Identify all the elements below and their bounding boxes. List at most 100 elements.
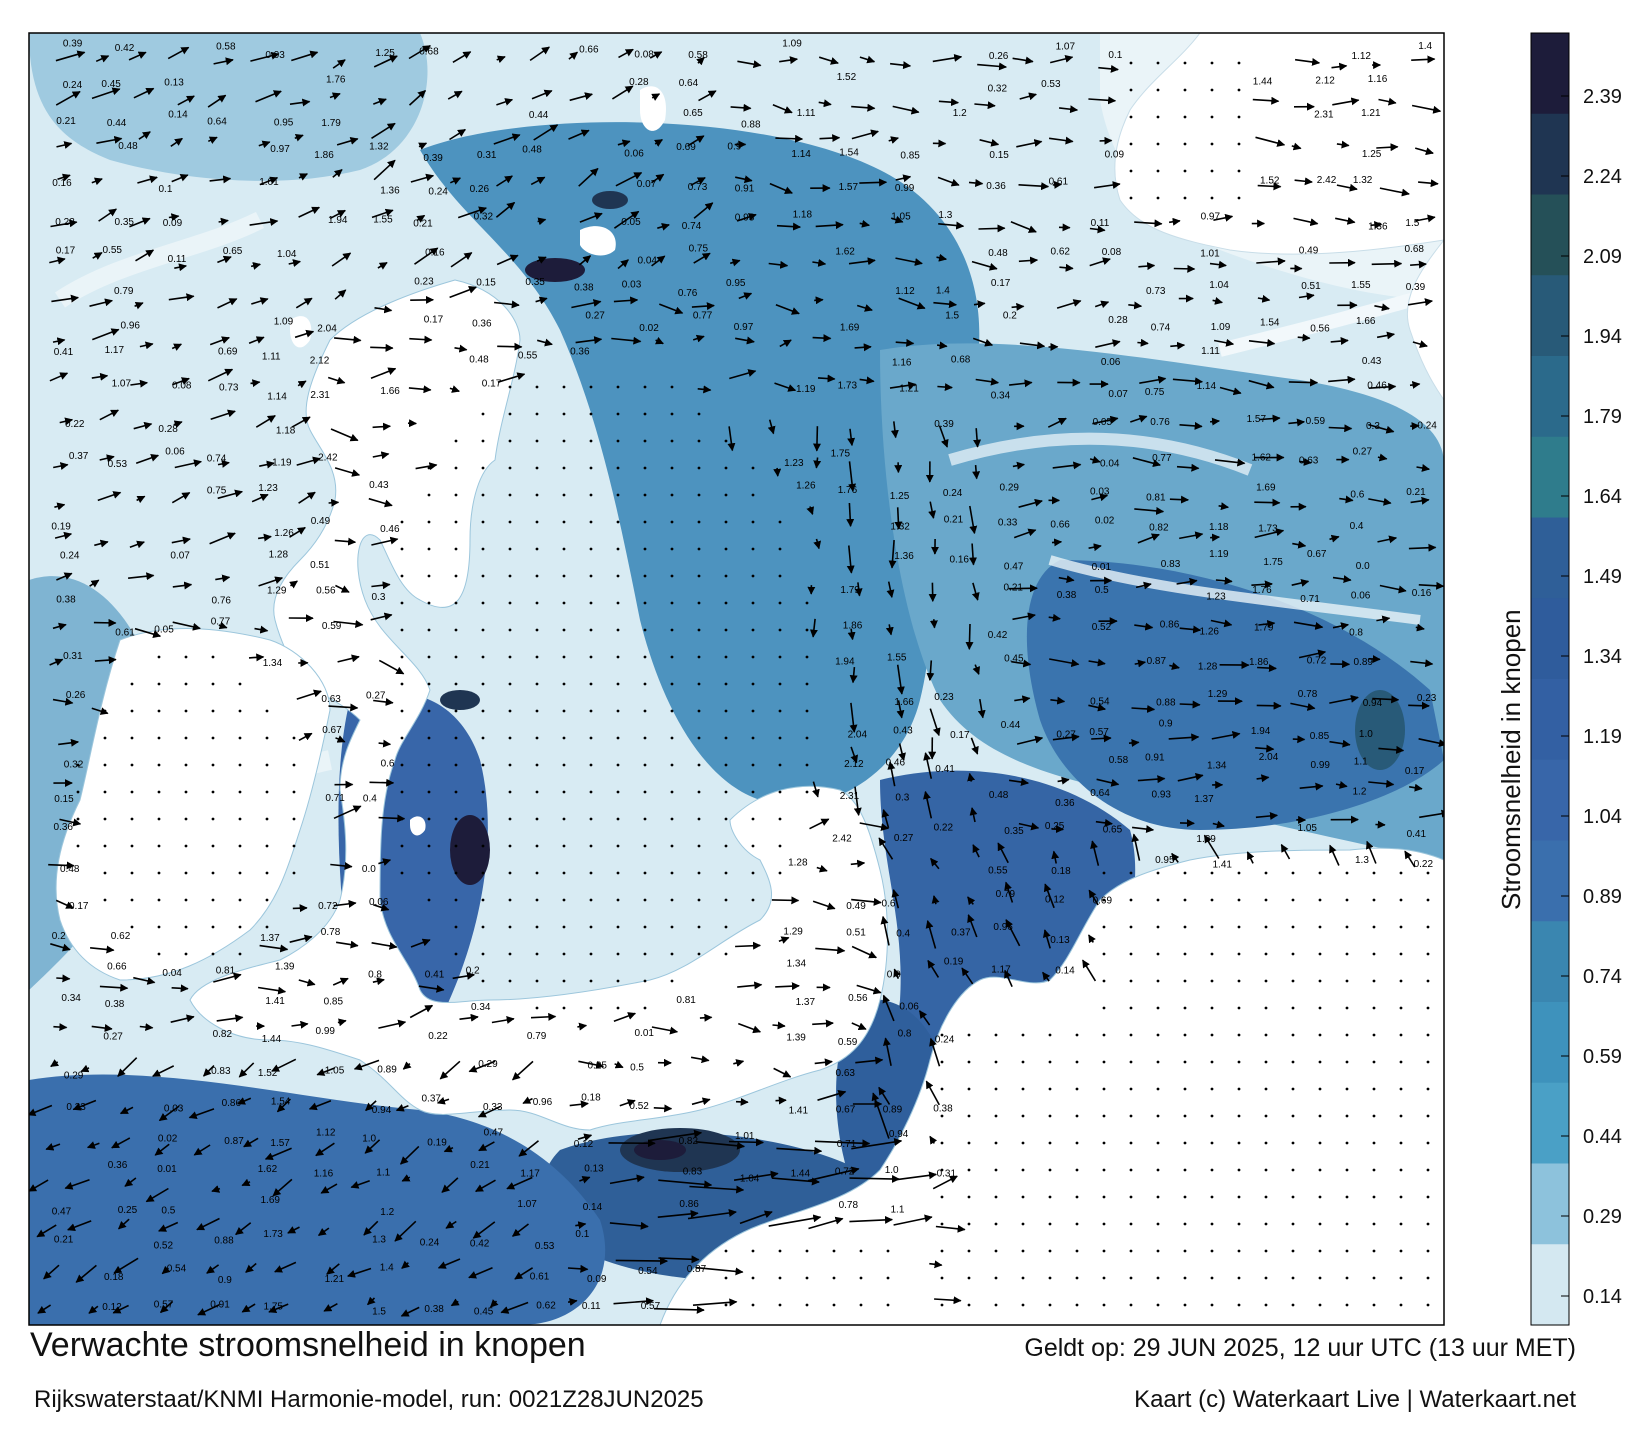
- grid-dot: [1102, 1222, 1106, 1226]
- current-arrow: [609, 1174, 645, 1185]
- current-arrow: [1329, 694, 1359, 704]
- current-arrow: [1016, 735, 1044, 745]
- speed-label: 1.11: [797, 108, 816, 119]
- grid-dot: [481, 844, 485, 848]
- grid-dot: [400, 628, 404, 632]
- speed-label: 0.28: [158, 424, 178, 435]
- speed-label: 0.06: [1351, 591, 1371, 602]
- current-arrow: [1409, 783, 1423, 792]
- current-arrow: [370, 367, 397, 380]
- current-arrow: [477, 1105, 501, 1118]
- current-arrow: [886, 581, 895, 598]
- speed-label: 1.32: [1353, 175, 1373, 186]
- grid-dot: [130, 817, 134, 821]
- current-arrow: [50, 1059, 60, 1068]
- grid-dot: [1210, 1006, 1214, 1010]
- speed-label: 0.15: [989, 150, 1009, 161]
- current-arrow: [287, 1226, 300, 1234]
- speed-label: 0.81: [1146, 493, 1166, 504]
- current-arrow: [617, 259, 629, 270]
- speed-label: 0.58: [1109, 755, 1129, 766]
- grid-dot: [238, 817, 242, 821]
- current-arrow: [738, 292, 753, 300]
- current-arrow: [330, 861, 353, 870]
- low-speed-streak-1: [1048, 555, 1421, 625]
- grid-dot: [535, 790, 539, 794]
- speed-label: 0.11: [582, 1301, 601, 1312]
- current-arrow: [50, 943, 71, 952]
- grid-dot: [616, 1006, 620, 1010]
- grid-dot: [1345, 1114, 1349, 1118]
- current-arrow: [895, 257, 923, 266]
- grid-dot: [211, 871, 215, 875]
- current-arrow: [1016, 139, 1043, 148]
- grid-dot: [481, 817, 485, 821]
- current-arrow: [1052, 733, 1080, 742]
- land-orkney: [580, 226, 616, 256]
- current-arrow: [887, 761, 896, 787]
- current-arrow: [335, 940, 359, 949]
- speed-label: 1.18: [793, 210, 813, 221]
- grid-dot: [697, 412, 701, 416]
- grid-dot: [724, 628, 728, 632]
- grid-dot: [1291, 1087, 1295, 1091]
- grid-dot: [481, 952, 485, 956]
- current-arrow: [1409, 381, 1421, 389]
- current-arrow: [409, 335, 433, 344]
- speed-label: 0.26: [989, 51, 1009, 62]
- current-arrow: [495, 201, 516, 218]
- current-arrow: [615, 1257, 668, 1266]
- grid-dot: [778, 1276, 782, 1280]
- speed-label: 0.38: [56, 595, 76, 606]
- current-arrow: [257, 533, 272, 542]
- grid-dot: [157, 790, 161, 794]
- grid-dot: [1318, 925, 1322, 929]
- speed-label: 0.9: [218, 1275, 232, 1286]
- grid-dot: [1426, 1060, 1430, 1064]
- grid-dot: [805, 628, 809, 632]
- current-arrow: [378, 858, 392, 866]
- grid-dot: [1129, 1114, 1133, 1118]
- speed-label: 0.43: [893, 726, 913, 737]
- current-arrow: [1404, 850, 1416, 868]
- current-arrow: [452, 51, 472, 63]
- grid-dot: [643, 655, 647, 659]
- current-arrow: [729, 369, 757, 380]
- speed-label: 0.83: [211, 1066, 231, 1077]
- grid-dot: [1210, 979, 1214, 983]
- speed-label: 0.59: [322, 621, 342, 632]
- current-arrow: [933, 300, 957, 309]
- current-arrow: [568, 51, 579, 60]
- grid-dot: [1318, 1303, 1322, 1307]
- speed-label: 0.62: [536, 1301, 556, 1312]
- speed-label: 0.61: [530, 1272, 550, 1283]
- grid-dot: [778, 790, 782, 794]
- grid-dot: [697, 439, 701, 443]
- grid-dot: [1345, 1006, 1349, 1010]
- current-arrow: [611, 336, 642, 345]
- grid-dot: [1075, 1303, 1079, 1307]
- grid-dot: [616, 898, 620, 902]
- grid-dot: [643, 1006, 647, 1010]
- current-arrow: [1139, 375, 1167, 384]
- current-arrow: [1294, 57, 1321, 66]
- grid-dot: [1021, 1195, 1025, 1199]
- grid-dot: [589, 925, 593, 929]
- speed-label: 0.85: [324, 996, 344, 1007]
- grid-dot: [562, 520, 566, 524]
- speed-label: 0.91: [1145, 752, 1165, 763]
- current-arrow: [1368, 497, 1392, 506]
- speed-label: 0.63: [321, 694, 341, 705]
- speed-label: 0.37: [951, 927, 971, 938]
- current-arrow: [334, 467, 361, 477]
- current-arrow: [174, 459, 202, 469]
- current-arrow: [859, 178, 888, 187]
- current-arrow: [1297, 333, 1311, 342]
- speed-label: 1.57: [270, 1138, 290, 1149]
- speed-label: 0.69: [676, 142, 696, 153]
- current-arrow: [1299, 457, 1312, 466]
- grid-dot: [211, 763, 215, 767]
- grid-dot: [1426, 898, 1430, 902]
- current-arrow: [56, 141, 73, 149]
- current-arrow: [1172, 377, 1203, 386]
